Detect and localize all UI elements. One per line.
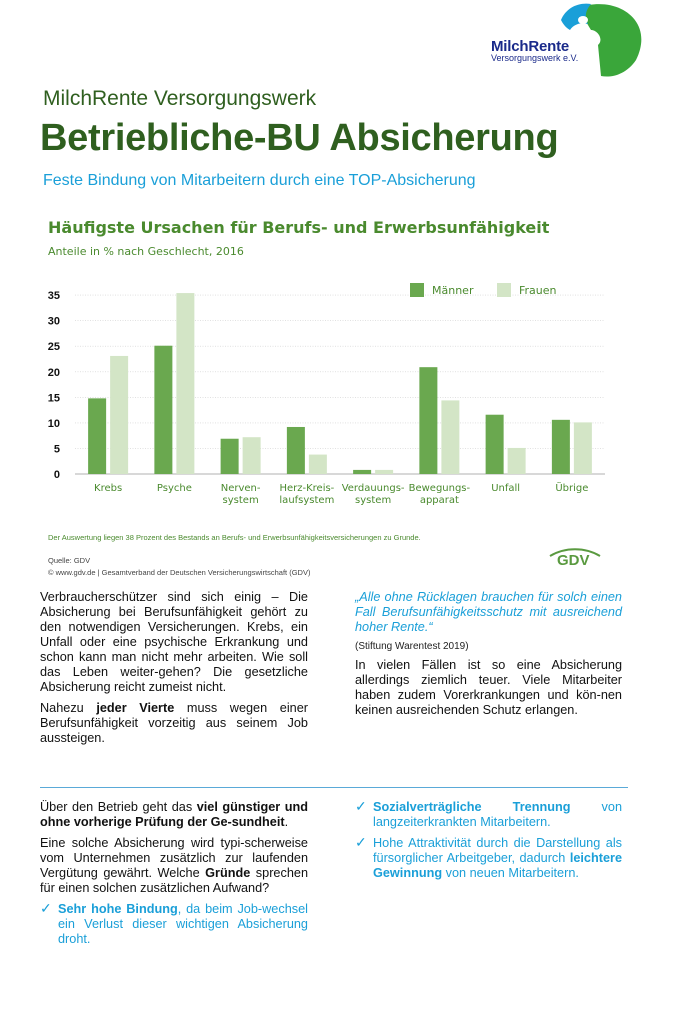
section-divider bbox=[40, 787, 628, 788]
company-emphasis: viel günstiger und ohne vorherige Prüfun… bbox=[40, 800, 308, 829]
x-tick-label: Verdauungs- bbox=[342, 483, 405, 494]
org-name: MilchRente Versorgungswerk bbox=[43, 87, 317, 110]
quarter-paragraph: Nahezu jeder Vierte muss wegen einer Ber… bbox=[40, 701, 308, 745]
intro-paragraph: Verbraucherschützer sind sich einig – Di… bbox=[40, 590, 308, 694]
bar-frauen bbox=[176, 293, 195, 474]
bar-maenner bbox=[353, 469, 372, 474]
legend-swatch bbox=[497, 283, 511, 297]
checkmark-icon: ✓ bbox=[355, 834, 367, 850]
x-tick-label: system bbox=[223, 495, 259, 506]
legend-label: Männer bbox=[432, 284, 474, 297]
milchrente-logo bbox=[561, 3, 646, 77]
bar-frauen bbox=[375, 469, 394, 474]
y-tick-label: 20 bbox=[48, 367, 60, 379]
x-tick-label: apparat bbox=[420, 495, 459, 506]
bar-chart: 0 5 10 15 20 25 30 35 Krebs Psyche Nerven-system He… bbox=[48, 283, 605, 506]
y-tick-label: 15 bbox=[48, 392, 60, 404]
x-tick-label: system bbox=[355, 495, 391, 506]
x-tick-label: Bewegungs- bbox=[409, 483, 471, 494]
bar-frauen bbox=[110, 355, 129, 474]
reasons-emphasis: Gründe bbox=[205, 866, 251, 880]
page-title: Betriebliche-BU Absicherung bbox=[40, 117, 559, 159]
warentest-quote: „Alle ohne Rücklagen brauchen für solch … bbox=[355, 590, 622, 634]
y-tick-label: 30 bbox=[48, 316, 60, 328]
gdv-logo: GDV bbox=[545, 548, 605, 579]
chart-title: Häufigste Ursachen für Berufs- und Erwer… bbox=[48, 218, 550, 237]
x-tick-label: Unfall bbox=[491, 483, 520, 494]
chart-source: Quelle: GDV bbox=[48, 556, 91, 565]
company-paragraph: Über den Betrieb geht das viel günstiger… bbox=[40, 800, 308, 829]
x-tick-label: Krebs bbox=[94, 483, 122, 494]
bar-maenner bbox=[485, 414, 504, 474]
bar-maenner bbox=[286, 426, 305, 474]
bar-maenner bbox=[419, 367, 438, 474]
checkmark-icon: ✓ bbox=[355, 798, 367, 814]
logo-name-milch: Milch bbox=[491, 38, 529, 55]
check-item-separation: ✓ Sozialverträgliche Trennung von langzei… bbox=[355, 798, 622, 830]
bar-frauen bbox=[308, 454, 327, 474]
y-tick-label: 5 bbox=[54, 443, 60, 455]
logo-subtitle: Versorgungswerk e.V. bbox=[491, 53, 579, 63]
x-tick-label: Herz-Kreis- bbox=[279, 483, 334, 494]
y-tick-label: 0 bbox=[54, 469, 60, 481]
page-subtitle: Feste Bindung von Mitarbeitern durch ein… bbox=[43, 172, 476, 189]
logo-text: MilchRente Versorgungswerk e.V. bbox=[491, 38, 578, 63]
x-tick-label: Psyche bbox=[157, 483, 192, 494]
right-column-top: „Alle ohne Rücklagen brauchen für solch … bbox=[355, 590, 622, 724]
bar-frauen bbox=[573, 422, 592, 474]
check-item-binding: ✓ Sehr hohe Bindung, da beim Job-wechsel … bbox=[40, 900, 308, 947]
legend-swatch bbox=[410, 283, 424, 297]
y-tick-label: 35 bbox=[48, 290, 60, 302]
check-item-attractiveness: ✓ Hohe Attraktivität durch die Darstellun… bbox=[355, 834, 622, 881]
checkmark-icon: ✓ bbox=[40, 900, 52, 916]
x-tick-label: Übrige bbox=[555, 481, 588, 494]
bar-frauen bbox=[441, 400, 460, 474]
quarter-emphasis: jeder Vierte bbox=[96, 701, 175, 715]
quote-source: (Stiftung Warentest 2019) bbox=[355, 641, 469, 652]
logo-name-rente: Rente bbox=[528, 38, 570, 55]
reasons-paragraph: Eine solche Absicherung wird typi-scherw… bbox=[40, 836, 308, 895]
bar-frauen bbox=[507, 447, 526, 474]
bar-frauen bbox=[242, 437, 261, 474]
x-tick-label: laufsystem bbox=[279, 495, 334, 506]
cost-paragraph: In vielen Fällen ist so eine Absicherung… bbox=[355, 658, 622, 717]
left-column-bottom: Über den Betrieb geht das viel günstiger… bbox=[40, 800, 308, 953]
y-tick-label: 10 bbox=[48, 418, 60, 430]
bar-maenner bbox=[551, 419, 570, 474]
y-tick-label: 25 bbox=[48, 341, 60, 353]
bar-maenner bbox=[154, 345, 173, 474]
gdv-logo-text: GDV bbox=[557, 552, 590, 569]
bar-maenner bbox=[220, 438, 239, 474]
legend-label: Frauen bbox=[519, 284, 557, 297]
x-tick-label: Nerven- bbox=[221, 483, 261, 494]
chart-note: Der Auswertung liegen 38 Prozent des Bes… bbox=[48, 533, 421, 542]
bar-maenner bbox=[88, 398, 107, 474]
chart-subtitle: Anteile in % nach Geschlecht, 2016 bbox=[48, 245, 244, 258]
chart-copyright: © www.gdv.de | Gesamtverband der Deutsch… bbox=[48, 568, 311, 577]
right-column-bottom: ✓ Sozialverträgliche Trennung von langzei… bbox=[355, 798, 622, 887]
left-column-top: Verbraucherschützer sind sich einig – Di… bbox=[40, 590, 308, 752]
